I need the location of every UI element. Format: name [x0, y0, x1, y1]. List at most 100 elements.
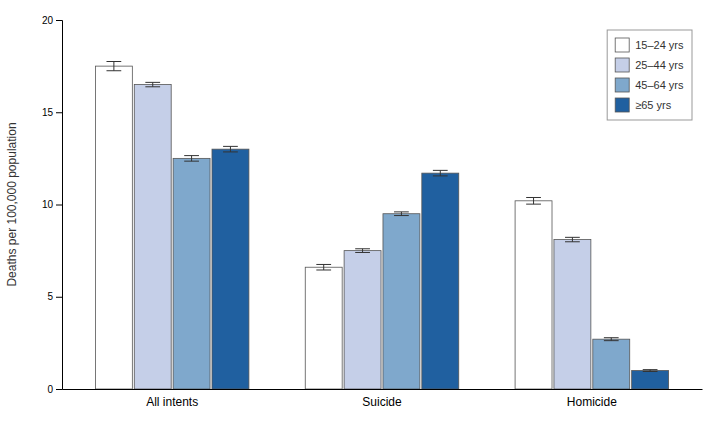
bar: [134, 85, 171, 389]
error-bar: [565, 237, 580, 241]
error-bar-cap: [643, 369, 658, 370]
y-tick-mark: [56, 20, 62, 21]
plot: 0 5 10 15 20 All intents Suicide Homicide 15–24 …: [42, 15, 703, 409]
error-bar: [145, 82, 160, 86]
error-bar-line: [440, 170, 441, 176]
y-tick-label: 20: [42, 15, 54, 26]
error-bar-cap: [565, 237, 580, 238]
error-bar-cap: [355, 252, 370, 253]
error-bar-cap: [184, 161, 199, 162]
error-bar-cap: [223, 146, 238, 147]
legend-label: ≥65 yrs: [635, 99, 671, 111]
error-bar-cap: [184, 155, 199, 156]
error-bar: [433, 170, 448, 176]
y-tick: 15: [42, 107, 62, 118]
error-bar-line: [191, 156, 192, 162]
bar: [344, 251, 381, 389]
error-bar-cap: [106, 61, 121, 62]
bar: [593, 339, 630, 389]
error-bar-cap: [565, 241, 580, 242]
y-axis-line: [56, 21, 63, 390]
legend-item: 45–64 yrs: [615, 78, 684, 92]
y-tick-mark: [56, 112, 62, 113]
x-axis-line: [63, 389, 703, 390]
legend-label: 15–24 yrs: [635, 39, 684, 51]
error-bar-cap: [526, 204, 541, 205]
error-bar: [526, 197, 541, 204]
y-tick-label: 10: [42, 199, 54, 210]
y-tick-mark: [56, 389, 62, 390]
bar: [305, 267, 342, 389]
error-bar-line: [572, 237, 573, 241]
y-tick: 0: [47, 384, 62, 395]
error-bar: [355, 249, 370, 253]
error-bar-cap: [355, 248, 370, 249]
x-tick: Suicide: [362, 395, 402, 409]
y-tick-label: 15: [42, 107, 54, 118]
bar: [554, 240, 591, 389]
series: [95, 62, 552, 389]
bar: [95, 66, 132, 389]
error-bar-cap: [106, 70, 121, 71]
error-bar-line: [113, 62, 114, 71]
error-bar-line: [533, 197, 534, 204]
x-tick-label: Homicide: [567, 395, 617, 409]
series: [134, 82, 591, 389]
error-bar-cap: [604, 337, 619, 338]
marks: [95, 62, 668, 389]
x-tick: All intents: [146, 395, 198, 409]
y-tick-label: 0: [47, 384, 53, 395]
legend-item: ≥65 yrs: [615, 98, 671, 112]
error-bar: [394, 212, 409, 216]
error-bar-line: [362, 249, 363, 253]
legend-swatch: [615, 58, 629, 72]
error-bar-cap: [316, 269, 331, 270]
error-bar-cap: [145, 82, 160, 83]
x-axis: All intents Suicide Homicide: [63, 390, 703, 409]
error-bar: [643, 370, 658, 372]
y-tick-mark: [56, 297, 62, 298]
x-tick-label: Suicide: [362, 395, 402, 409]
bar: [422, 173, 459, 389]
y-tick-label: 5: [47, 291, 53, 302]
legend-box: [607, 30, 692, 120]
y-tick: 20: [42, 15, 62, 26]
error-bar: [604, 338, 619, 341]
legend-swatch: [615, 38, 629, 52]
y-tick-mark: [56, 205, 62, 206]
error-bar-line: [401, 212, 402, 216]
error-bar: [316, 264, 331, 270]
error-bar-line: [323, 264, 324, 270]
error-bar-line: [152, 82, 153, 86]
error-bar-line: [230, 146, 231, 152]
y-tick: 10: [42, 199, 62, 210]
bar: [212, 149, 249, 389]
error-bar-cap: [433, 170, 448, 171]
legend-item: 15–24 yrs: [615, 38, 684, 52]
y-axis-title: Deaths per 100,000 population: [5, 122, 19, 286]
error-bar: [106, 62, 121, 71]
bar: [173, 158, 210, 389]
error-bar-cap: [316, 264, 331, 265]
error-bar-cap: [145, 86, 160, 87]
y-tick: 5: [47, 291, 62, 302]
chart: 0 5 10 15 20 All intents Suicide Homicide 15–24 …: [0, 0, 722, 429]
x-tick: Homicide: [567, 395, 617, 409]
bar: [515, 201, 552, 389]
error-bar: [223, 146, 238, 152]
error-bar-cap: [433, 175, 448, 176]
error-bar-cap: [394, 215, 409, 216]
error-bar-cap: [223, 151, 238, 152]
legend: 15–24 yrs 25–44 yrs 45–64 yrs ≥65 yrs: [607, 30, 692, 120]
legend-label: 25–44 yrs: [635, 59, 684, 71]
error-bar-cap: [604, 340, 619, 341]
x-tick-label: All intents: [146, 395, 198, 409]
bar: [383, 214, 420, 389]
error-bar-cap: [394, 211, 409, 212]
legend-label: 45–64 yrs: [635, 79, 684, 91]
legend-swatch: [615, 98, 629, 112]
series: [212, 146, 669, 389]
legend-swatch: [615, 78, 629, 92]
error-bar-cap: [643, 371, 658, 372]
error-bar: [184, 156, 199, 162]
